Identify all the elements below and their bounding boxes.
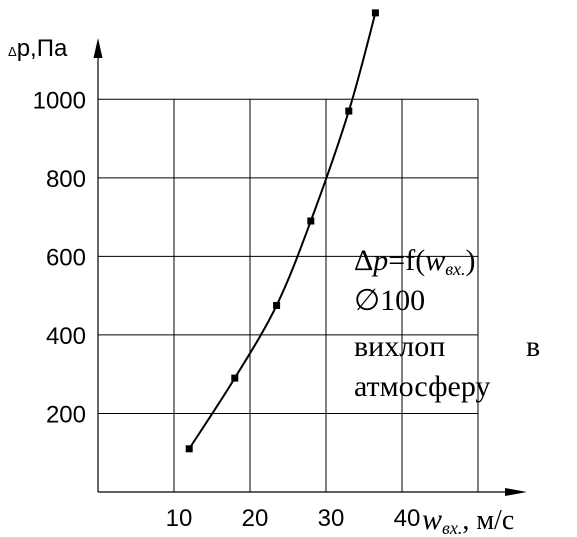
x-axis-label-symbol: w bbox=[422, 503, 442, 536]
y-axis-label-text: p,Па bbox=[17, 35, 68, 62]
y-axis-label-delta: Δ bbox=[8, 44, 17, 59]
annotation-sub: вх. bbox=[445, 259, 465, 279]
data-point-4 bbox=[345, 107, 353, 115]
series-line-0 bbox=[188, 12, 377, 450]
x-axis-label-subscript: вх. bbox=[442, 518, 462, 537]
y-tick-label-600: 600 bbox=[46, 244, 86, 271]
x-tick-label-10: 10 bbox=[166, 505, 193, 532]
data-point-1 bbox=[231, 374, 239, 382]
data-point-0 bbox=[185, 445, 193, 453]
annotation-line1: Δp=f(wвх.) bbox=[354, 244, 476, 279]
y-tick-label-200: 200 bbox=[46, 401, 86, 428]
data-point-3 bbox=[307, 217, 315, 225]
y-tick-label-1000: 1000 bbox=[33, 87, 86, 114]
tick-labels: 10 20 30 40 200 400 600 800 1000 bbox=[33, 87, 421, 532]
annotation-w: w bbox=[425, 244, 445, 277]
grid bbox=[98, 98, 479, 492]
annotation-line3-word1: вихлоп bbox=[354, 330, 445, 363]
annotation-close: ) bbox=[466, 244, 476, 277]
annotation-delta: Δ bbox=[354, 244, 373, 277]
x-tick-label-30: 30 bbox=[318, 505, 345, 532]
y-tick-label-400: 400 bbox=[46, 323, 86, 350]
x-axis-label: wвх., м/с bbox=[422, 503, 514, 537]
data-point-5 bbox=[371, 9, 379, 17]
annotation-line3-word2: в bbox=[526, 330, 540, 363]
y-tick-label-800: 800 bbox=[46, 166, 86, 193]
annotation-eq: =f( bbox=[388, 244, 425, 277]
x-tick-label-20: 20 bbox=[242, 505, 269, 532]
data-point-2 bbox=[273, 301, 281, 309]
x-tick-label-40: 40 bbox=[394, 505, 421, 532]
x-axis-arrow bbox=[505, 488, 527, 496]
axes bbox=[93, 38, 527, 496]
annotation-line2: ∅100 bbox=[354, 284, 425, 317]
annotation-p: p bbox=[371, 244, 388, 277]
y-axis-arrow bbox=[93, 38, 103, 58]
series-group bbox=[185, 9, 379, 453]
x-axis-label-unit: , м/с bbox=[462, 505, 514, 536]
y-axis-label: Δp,Па bbox=[8, 35, 68, 62]
annotation-line4: атмосферу bbox=[354, 370, 490, 403]
